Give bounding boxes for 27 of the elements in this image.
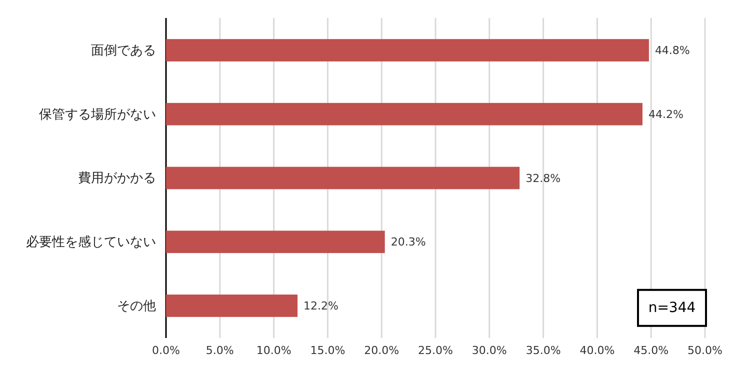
data-label: 12.2% bbox=[304, 300, 338, 313]
y-tick-label: 保管する場所がない bbox=[39, 107, 156, 122]
x-tick-label: 20.0% bbox=[364, 344, 400, 357]
data-label: 20.3% bbox=[390, 236, 426, 249]
x-tick-label: 15.0% bbox=[310, 344, 346, 357]
y-tick-label: 面倒である bbox=[91, 43, 156, 58]
y-tick-label: 必要性を感じていない bbox=[26, 235, 156, 250]
x-tick-label: 50.0% bbox=[688, 344, 722, 357]
x-tick-label: 0.0% bbox=[152, 344, 180, 357]
bar bbox=[166, 39, 649, 62]
bar bbox=[166, 294, 298, 317]
x-tick-label: 45.0% bbox=[634, 344, 669, 357]
bar bbox=[166, 166, 520, 190]
x-tick-label: 40.0% bbox=[580, 344, 615, 357]
data-label: 44.8% bbox=[654, 44, 690, 58]
x-tick-label: 25.0% bbox=[418, 344, 453, 357]
x-tick-label: 10.0% bbox=[256, 344, 292, 357]
annotation: n=344 bbox=[648, 300, 696, 316]
bar bbox=[166, 102, 642, 126]
y-tick-label: その他 bbox=[117, 298, 156, 314]
y-tick-label: 費用がかかる bbox=[78, 171, 156, 186]
x-tick-label: 5.0% bbox=[206, 344, 234, 357]
x-tick-label: 30.0% bbox=[472, 344, 507, 357]
bar bbox=[166, 230, 385, 254]
x-tick-label: 35.0% bbox=[526, 344, 561, 357]
data-label: 32.8% bbox=[526, 172, 561, 185]
data-label: 44.2% bbox=[648, 108, 684, 121]
